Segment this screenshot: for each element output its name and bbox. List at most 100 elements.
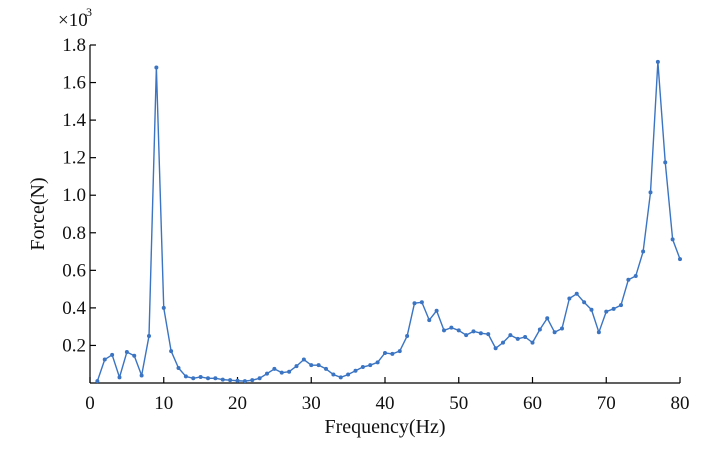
data-point [183, 374, 188, 379]
data-point [228, 378, 233, 383]
data-point [530, 340, 535, 345]
data-point [633, 273, 638, 278]
data-point [434, 308, 439, 313]
data-point [442, 328, 446, 333]
data-point [508, 333, 513, 338]
data-point [176, 365, 181, 370]
data-point [626, 277, 631, 282]
data-point [486, 332, 491, 337]
y-tick-label: 1.4 [62, 110, 86, 131]
data-point [161, 305, 166, 310]
data-point [154, 65, 159, 70]
data-point [596, 330, 601, 335]
series-line [96, 61, 681, 382]
data-point [110, 352, 115, 357]
y-tick-label: 0.8 [62, 223, 86, 244]
data-point [331, 372, 336, 377]
series-force [95, 59, 682, 384]
data-point [493, 346, 498, 351]
x-tick-label: 60 [523, 393, 542, 414]
data-point [220, 377, 225, 382]
data-point [213, 376, 218, 381]
data-point [515, 336, 520, 341]
data-point [383, 350, 387, 355]
y-multiplier-exponent: 3 [86, 5, 92, 19]
data-point [523, 334, 528, 339]
x-tick-label: 20 [228, 393, 247, 414]
data-point [279, 370, 284, 375]
data-point [471, 329, 476, 334]
x-ticks: 0 10 20 30 40 50 60 70 80 [85, 377, 690, 414]
x-tick-label: 80 [671, 393, 690, 414]
data-point [545, 316, 550, 321]
data-point [648, 190, 653, 195]
data-point [456, 328, 461, 333]
y-tick-label: 0.4 [62, 298, 86, 319]
data-point [375, 360, 380, 365]
y-tick-label: 1.8 [62, 35, 86, 56]
y-tick-label: 1.0 [62, 185, 86, 206]
y-tick-label: 0.2 [62, 335, 86, 356]
x-tick-label: 50 [449, 393, 468, 414]
data-point [353, 368, 358, 373]
data-point [309, 363, 314, 368]
x-tick-label: 30 [302, 393, 321, 414]
data-point [412, 301, 417, 306]
data-point [582, 300, 587, 305]
data-point [272, 366, 277, 371]
data-point [641, 249, 646, 254]
data-point [604, 309, 609, 314]
data-point [250, 378, 255, 383]
data-point [655, 59, 660, 64]
data-point [338, 375, 343, 380]
data-point [464, 333, 469, 338]
data-point [619, 303, 623, 308]
data-point [257, 376, 262, 381]
data-point [206, 376, 210, 381]
data-point [405, 334, 410, 339]
data-point [611, 306, 616, 311]
data-point [139, 373, 144, 378]
data-point [368, 363, 373, 368]
data-point [169, 349, 174, 354]
y-tick-label: 1.6 [62, 73, 86, 94]
data-point [537, 327, 542, 332]
data-point [574, 291, 579, 296]
data-point [294, 364, 299, 369]
y-ticks: 0.2 0.4 0.6 0.8 1.0 1.2 1.4 1.6 1.8 [62, 35, 96, 356]
data-point [132, 353, 137, 358]
data-point [95, 379, 100, 384]
data-point [560, 326, 564, 331]
data-point [124, 350, 129, 355]
data-point [360, 365, 365, 370]
x-tick-label: 70 [597, 393, 616, 414]
data-point [589, 307, 594, 312]
data-point [191, 376, 196, 381]
data-point [316, 363, 321, 368]
data-point [324, 366, 328, 371]
data-point [678, 257, 682, 262]
data-point [265, 371, 269, 376]
data-point [397, 349, 402, 354]
data-point [449, 325, 454, 330]
data-point [663, 160, 668, 165]
data-point [198, 374, 203, 379]
data-point [567, 296, 572, 301]
data-point [287, 369, 292, 374]
y-tick-label: 1.2 [62, 148, 86, 169]
data-point [117, 375, 122, 380]
y-multiplier-base: ×10 [58, 10, 88, 31]
data-point [147, 334, 151, 339]
y-axis-label: Force(N) [27, 177, 49, 250]
data-point [552, 330, 557, 335]
data-point [346, 372, 351, 377]
data-point [478, 331, 483, 336]
x-axis-label: Frequency(Hz) [324, 416, 445, 438]
x-tick-label: 40 [376, 393, 395, 414]
data-point [235, 378, 240, 383]
data-point [670, 237, 675, 242]
y-multiplier: ×10 3 [58, 5, 92, 31]
data-point [301, 357, 306, 362]
data-point [427, 318, 432, 323]
